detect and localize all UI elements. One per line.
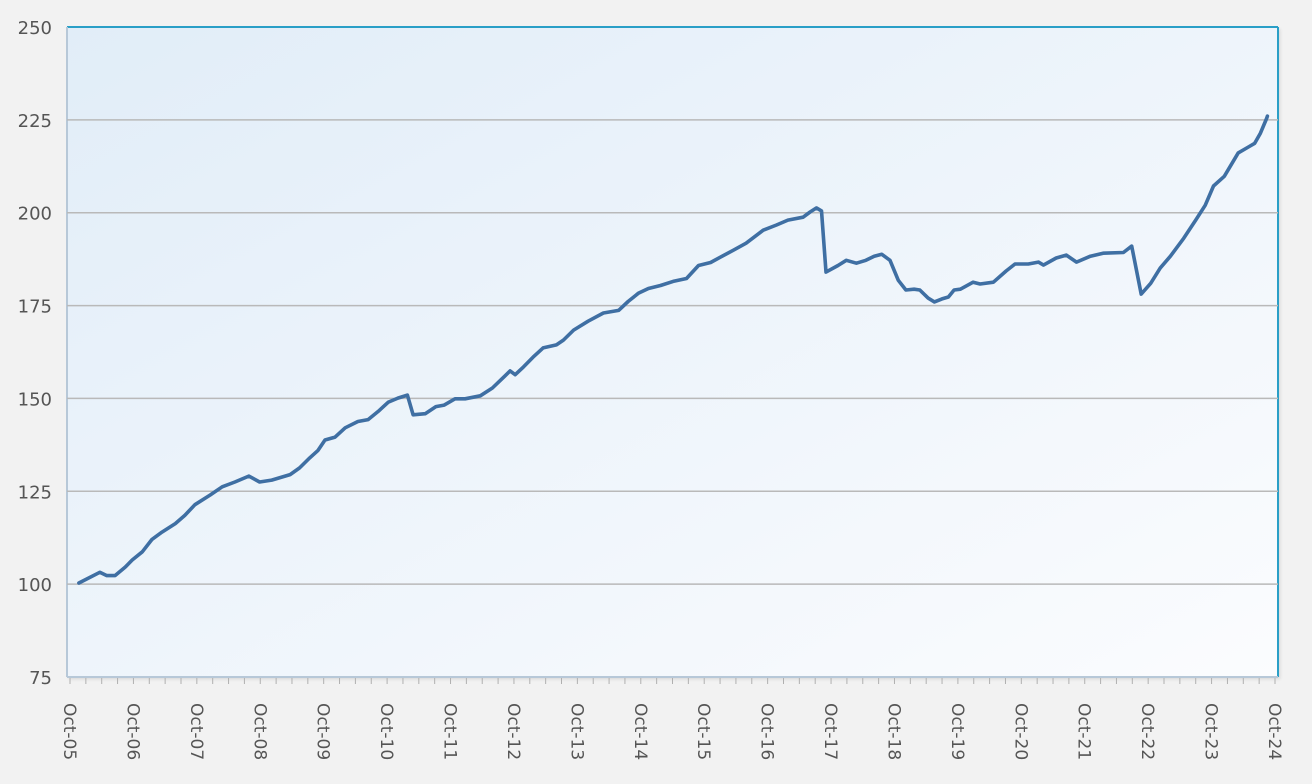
y-tick-label: 175 [18, 297, 52, 318]
y-axis-labels: 75 100 125 150 175 200 225 250 [18, 18, 52, 689]
x-tick-label: Oct-12 [503, 703, 523, 760]
y-tick-label: 100 [18, 575, 52, 596]
y-tick-label: 225 [18, 111, 52, 132]
y-tick-label: 150 [18, 389, 52, 410]
plot-background [67, 27, 1278, 677]
x-tick-label: Oct-06 [122, 703, 142, 760]
x-tick-label: Oct-20 [1010, 703, 1030, 760]
x-tick-label: Oct-19 [947, 703, 967, 760]
y-tick-label: 75 [29, 668, 52, 689]
y-gridlines [67, 119, 1278, 678]
x-tick-label: Oct-17 [820, 703, 840, 760]
x-tick-label: Oct-15 [693, 703, 713, 760]
x-tick-label: Oct-14 [630, 703, 650, 760]
plot-area [66, 26, 1279, 677]
x-tick-label: Oct-07 [186, 703, 206, 760]
x-tick-label: Oct-10 [376, 703, 396, 760]
x-axis: Oct-05 Oct-06 Oct-07 Oct-08 Oct-09 Oct-10 Oct-… [59, 678, 1284, 760]
x-tick-label: Oct-18 [883, 703, 903, 760]
y-tick-label: 125 [18, 482, 52, 503]
series-path [77, 114, 1270, 585]
series-line [77, 114, 1270, 585]
x-tick-label: Oct-05 [59, 703, 79, 760]
x-tick-label: Oct-23 [1201, 703, 1221, 760]
x-tick-label: Oct-09 [313, 703, 333, 760]
x-tick-label: Oct-13 [566, 703, 586, 760]
x-tick-label: Oct-16 [757, 703, 777, 760]
x-tick-label: Oct-24 [1264, 703, 1284, 760]
y-tick-label: 200 [18, 204, 52, 225]
x-tick-label: Oct-22 [1137, 703, 1157, 760]
x-tick-label: Oct-08 [249, 703, 269, 760]
x-tick-label: Oct-21 [1074, 703, 1094, 760]
x-tick-label: Oct-11 [440, 703, 460, 760]
y-tick-label: 250 [18, 18, 52, 39]
